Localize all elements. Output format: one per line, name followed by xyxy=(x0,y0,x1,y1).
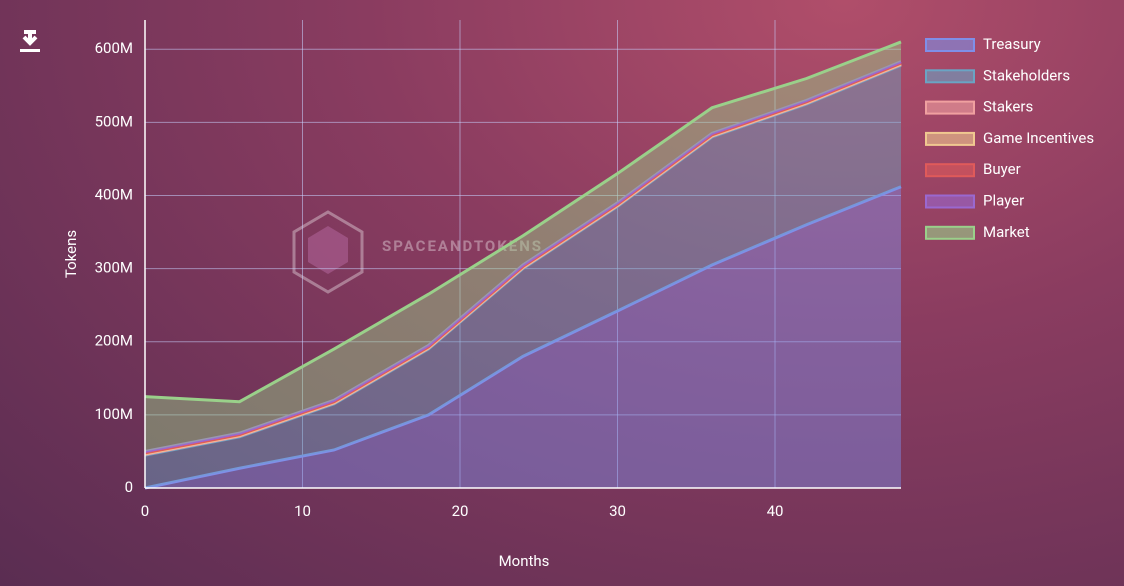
area-line xyxy=(144,185,902,490)
y-tick-label: 200M xyxy=(95,332,133,350)
legend-label: Stakers xyxy=(983,98,1033,116)
y-tick-label: 400M xyxy=(95,185,133,203)
y-tick-label: 0 xyxy=(125,478,133,496)
area-line xyxy=(144,60,902,453)
legend-label: Stakeholders xyxy=(983,66,1070,84)
legend-swatch xyxy=(925,38,975,52)
legend-swatch xyxy=(925,69,975,84)
y-tick-label: 300M xyxy=(95,259,133,277)
legend-label: Player xyxy=(983,191,1024,209)
area-line xyxy=(144,40,902,404)
y-tick-label: 500M xyxy=(95,112,133,130)
x-tick-label: 20 xyxy=(452,502,469,520)
x-axis-label: Months xyxy=(499,552,550,570)
legend-label: Game Incentives xyxy=(983,129,1094,147)
x-tick-label: 0 xyxy=(141,502,149,520)
watermark-logo xyxy=(292,210,364,294)
x-tick-label: 10 xyxy=(294,502,311,520)
x-tick-label: 30 xyxy=(609,502,626,520)
area xyxy=(145,65,901,489)
x-tick-label: 40 xyxy=(767,502,784,520)
download-arrow xyxy=(22,30,38,46)
legend-swatch xyxy=(925,163,975,178)
legend-label: Treasury xyxy=(983,35,1041,53)
y-axis-label: Tokens xyxy=(62,230,80,278)
y-tick-label: 600M xyxy=(95,39,133,57)
legend-label: Buyer xyxy=(983,160,1021,178)
legend-swatch xyxy=(925,225,975,240)
legend-swatch xyxy=(925,100,975,115)
area xyxy=(145,186,901,488)
download-icon[interactable] xyxy=(20,30,40,52)
download-bar xyxy=(20,49,40,52)
legend-swatch xyxy=(925,194,975,209)
legend-swatch xyxy=(925,131,975,146)
y-tick-label: 100M xyxy=(95,405,133,423)
legend-label: Market xyxy=(983,223,1030,241)
